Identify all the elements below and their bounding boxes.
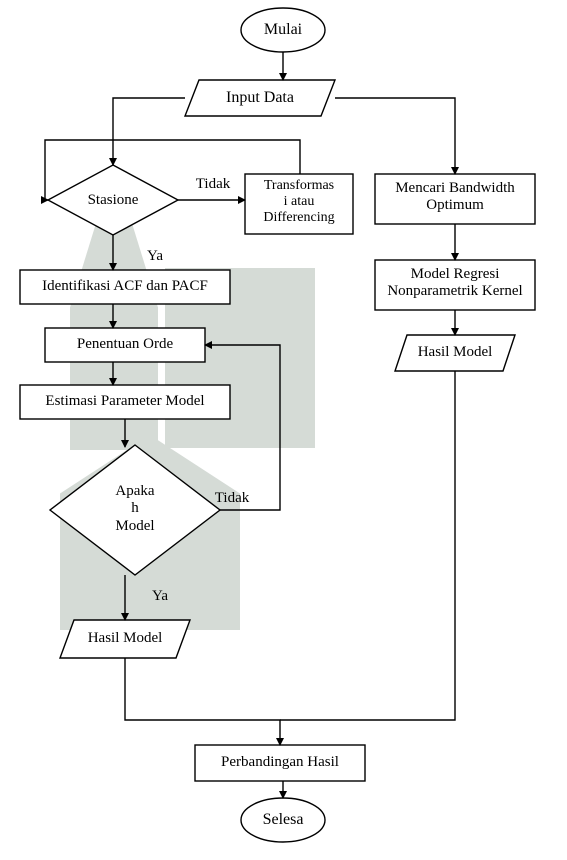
ya1-label: Ya [140, 248, 170, 265]
end-label: Selesa [241, 811, 325, 829]
hasil-right-label: Hasil Model [395, 344, 515, 361]
transform-label: Transformas i atau Differencing [245, 178, 353, 226]
input-label: Input Data [185, 89, 335, 107]
edge-hasilL-perb [125, 658, 280, 745]
hasil-left-label: Hasil Model [60, 630, 190, 647]
tidak1-label: Tidak [186, 176, 240, 193]
kernel-label: Model Regresi Nonparametrik Kernel [375, 266, 535, 301]
edge-input-bandwidth [335, 98, 455, 174]
flowchart-svg [0, 0, 567, 860]
orde-label: Penentuan Orde [45, 336, 205, 353]
start-label: Mulai [241, 21, 325, 39]
estimasi-label: Estimasi Parameter Model [20, 393, 230, 410]
edge-hasilR-perb [280, 371, 455, 720]
stasione-label: Stasione [63, 192, 163, 209]
perbandingan-label: Perbandingan Hasil [195, 754, 365, 771]
bandwidth-label: Mencari Bandwidth Optimum [375, 180, 535, 215]
ya2-label: Ya [145, 588, 175, 605]
tidak2-label: Tidak [205, 490, 259, 507]
edge-input-stasione [113, 98, 185, 165]
edge-apakah-orde [205, 345, 280, 510]
apakah-label: Apaka h Model [85, 483, 185, 535]
acf-label: Identifikasi ACF dan PACF [20, 278, 230, 295]
